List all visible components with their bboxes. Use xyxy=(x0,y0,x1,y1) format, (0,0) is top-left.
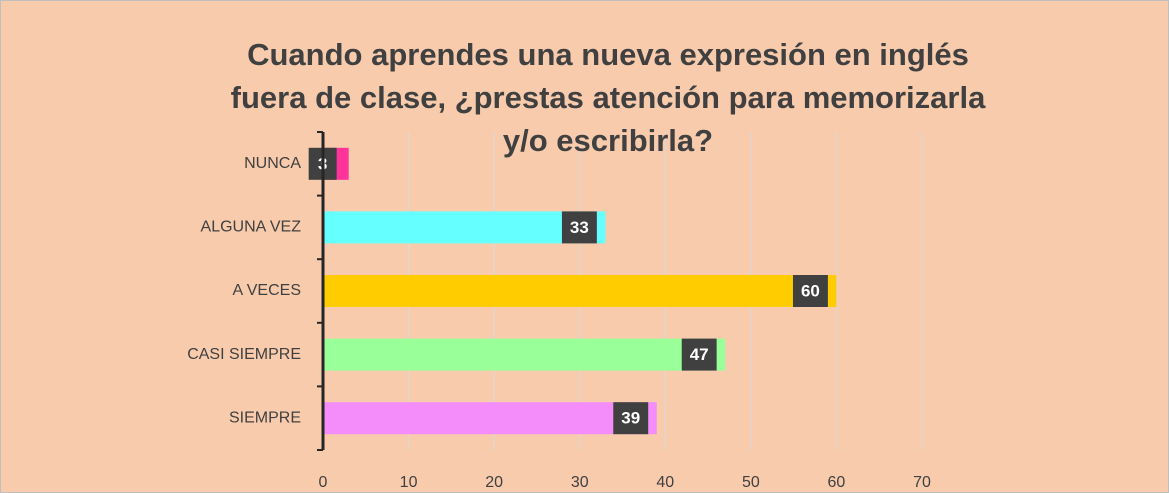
y-tick-label: ALGUNA VEZ xyxy=(201,219,302,236)
data-label: 47 xyxy=(690,345,709,364)
y-tick-label: CASI SIEMPRE xyxy=(187,346,301,363)
data-label-box xyxy=(681,338,717,371)
bar xyxy=(323,275,837,307)
x-tick-label: 70 xyxy=(913,474,931,491)
chart-title: y/o escribirla? xyxy=(503,123,713,158)
chart-title: Cuando aprendes una nueva expresión en i… xyxy=(247,37,969,72)
bar xyxy=(323,338,726,371)
x-tick-label: 0 xyxy=(319,474,328,491)
bar xyxy=(323,211,606,244)
data-label: 39 xyxy=(621,409,640,428)
bars: 333604739 xyxy=(308,147,837,435)
y-tick-label: SIEMPRE xyxy=(229,409,301,426)
data-label: 33 xyxy=(570,218,589,237)
x-tick-label: 60 xyxy=(828,474,846,491)
data-label: 60 xyxy=(801,281,820,300)
x-tick-label: 30 xyxy=(571,474,589,491)
data-label-box xyxy=(792,275,828,307)
data-label-box xyxy=(561,211,597,244)
x-tick-label: 20 xyxy=(485,474,503,491)
y-tick-label: A VECES xyxy=(233,282,301,299)
y-tick-label: NUNCA xyxy=(244,155,301,172)
x-tick-label: 50 xyxy=(742,474,760,491)
bar xyxy=(323,402,657,435)
x-tick-label: 10 xyxy=(400,474,418,491)
x-tick-label: 40 xyxy=(656,474,674,491)
data-label-box xyxy=(613,402,649,435)
chart-title: fuera de clase, ¿prestas atención para m… xyxy=(231,80,986,115)
